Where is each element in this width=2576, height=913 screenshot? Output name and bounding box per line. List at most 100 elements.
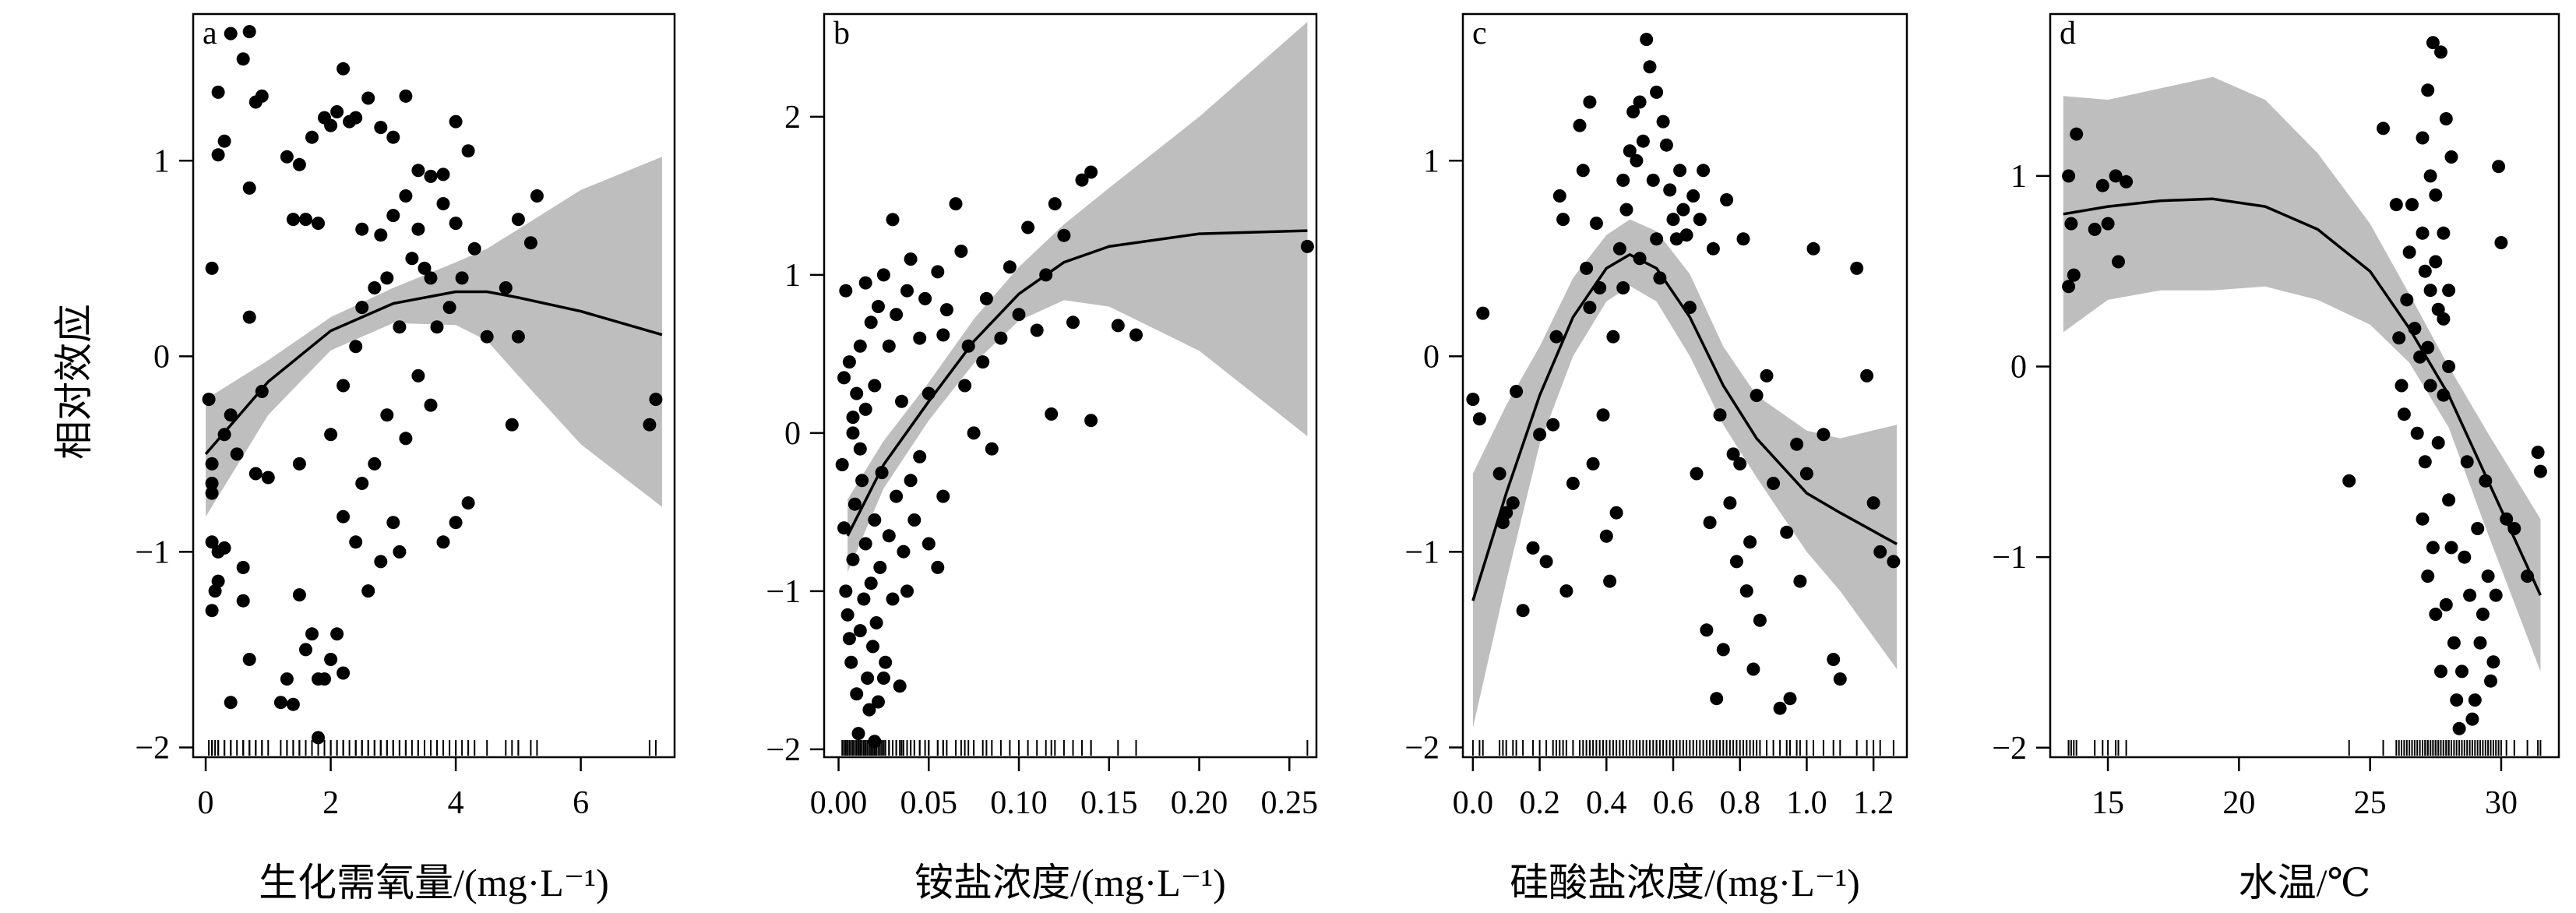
data-point xyxy=(1616,173,1630,187)
data-point xyxy=(224,26,238,41)
confidence-band xyxy=(848,22,1308,573)
data-point xyxy=(2444,150,2458,164)
data-point xyxy=(280,672,294,686)
panel-letter: c xyxy=(1472,16,1487,51)
data-point xyxy=(449,516,463,530)
data-point xyxy=(858,276,872,290)
data-point xyxy=(976,355,990,369)
data-point xyxy=(1084,414,1098,428)
data-point xyxy=(2416,512,2430,526)
data-point xyxy=(217,134,231,148)
data-point xyxy=(846,552,860,566)
data-point xyxy=(211,148,225,162)
x-tick-label: 0.6 xyxy=(1653,785,1694,821)
data-point xyxy=(2429,188,2443,202)
panel-d: 15 20 25 30 −2 −1 0 1 d 水温/℃ xyxy=(1992,12,2560,904)
data-point xyxy=(1021,220,1035,234)
panel-c: 0.0 0.2 0.4 0.6 0.8 1.0 1.2 −2 −1 0 1 c 硅酸盐浓度/(mg·L⁻… xyxy=(1404,12,1908,904)
data-point xyxy=(868,513,882,527)
data-point xyxy=(1546,418,1560,432)
data-point xyxy=(380,271,394,285)
data-point xyxy=(1676,203,1690,217)
data-point xyxy=(324,653,338,666)
data-point xyxy=(1783,692,1797,706)
data-point xyxy=(2442,284,2456,298)
data-point xyxy=(511,330,525,344)
data-point xyxy=(2064,217,2078,231)
panel-letter: d xyxy=(2060,16,2076,51)
data-point xyxy=(286,213,300,227)
y-tick-label: −1 xyxy=(1404,534,1440,570)
plot-frame xyxy=(2049,12,2560,759)
data-point xyxy=(1733,456,1747,471)
data-point xyxy=(1736,232,1750,246)
data-point xyxy=(1075,173,1089,187)
data-point xyxy=(261,471,275,485)
data-point xyxy=(242,181,256,195)
data-point xyxy=(1693,213,1707,227)
data-point xyxy=(211,574,225,588)
data-point xyxy=(876,268,890,282)
x-tick-label: 0.20 xyxy=(1171,785,1228,821)
rug xyxy=(2067,740,2542,756)
data-point xyxy=(1003,260,1017,274)
data-point xyxy=(872,695,885,709)
data-point xyxy=(2431,435,2445,449)
data-point xyxy=(1700,623,1714,637)
data-point xyxy=(1596,408,1610,422)
data-point xyxy=(205,456,219,471)
data-point xyxy=(361,91,375,105)
data-point xyxy=(1767,477,1781,490)
data-point xyxy=(922,537,936,551)
data-point xyxy=(979,291,993,305)
data-point xyxy=(1012,308,1026,322)
data-point xyxy=(1780,525,1794,539)
data-point xyxy=(1887,555,1901,569)
data-point xyxy=(1556,213,1570,227)
data-point xyxy=(886,213,900,227)
data-point xyxy=(844,655,858,669)
data-point xyxy=(380,408,394,422)
x-tick-label: 30 xyxy=(2485,785,2518,821)
data-point xyxy=(1506,496,1520,510)
data-point xyxy=(1640,33,1654,47)
data-point xyxy=(1066,315,1080,330)
plot-frame xyxy=(1461,12,1908,759)
data-point xyxy=(455,271,469,285)
data-point xyxy=(869,616,883,629)
data-point xyxy=(1552,189,1566,203)
data-point xyxy=(2481,569,2495,583)
data-point xyxy=(305,627,319,641)
fit-curve xyxy=(204,290,663,456)
data-point xyxy=(1603,574,1617,588)
y-tick-label: 1 xyxy=(1423,143,1440,179)
data-point xyxy=(1599,529,1613,543)
data-point xyxy=(1576,164,1590,178)
x-tick-label: 20 xyxy=(2222,785,2255,821)
plot-frame xyxy=(192,12,676,759)
y-tick-label: 2 xyxy=(784,100,801,136)
y-axis-title: 相对效应 xyxy=(52,304,96,460)
data-point xyxy=(324,428,338,442)
x-axis-title: 硅酸盐浓度/(mg·L⁻¹) xyxy=(1510,861,1860,904)
data-point xyxy=(505,418,519,432)
data-point xyxy=(2397,407,2411,421)
data-point xyxy=(248,467,263,481)
data-point xyxy=(1697,164,1711,178)
data-point xyxy=(890,308,904,322)
data-point xyxy=(355,222,369,236)
data-point xyxy=(2377,122,2390,136)
data-point xyxy=(461,496,475,510)
data-point xyxy=(292,588,306,602)
y-tick-label: 1 xyxy=(153,143,170,179)
plot-frame xyxy=(823,12,1318,759)
data-point xyxy=(864,315,878,330)
data-point xyxy=(2476,608,2490,621)
data-point xyxy=(649,393,663,407)
data-point xyxy=(873,560,887,574)
data-point xyxy=(2421,569,2435,583)
fit-curve xyxy=(1471,253,1898,601)
data-point xyxy=(1630,153,1644,167)
data-point xyxy=(299,213,312,227)
data-point xyxy=(2439,598,2453,612)
